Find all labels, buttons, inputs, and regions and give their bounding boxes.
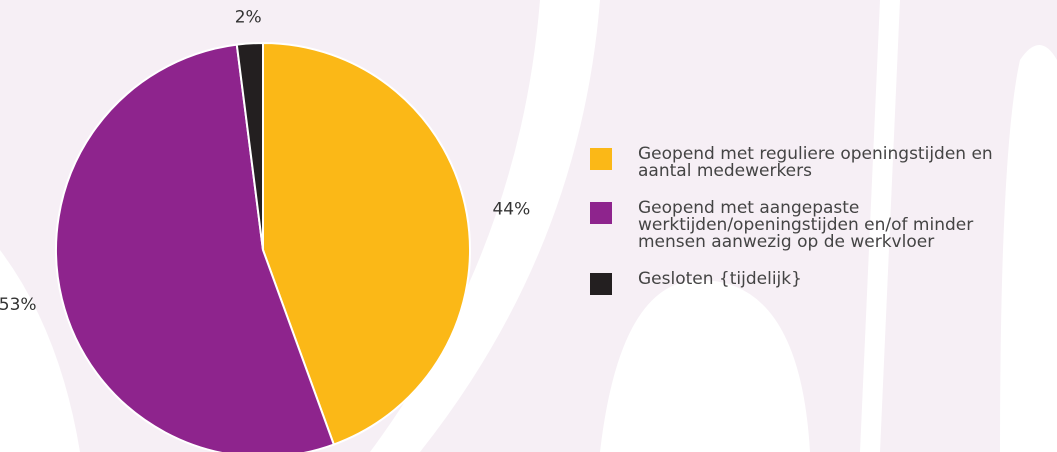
legend: Geopend met reguliere openingstijden en … — [590, 146, 1050, 315]
legend-swatch — [590, 148, 612, 170]
pie-slice — [235, 41, 264, 251]
legend-item: Geopend met aangepaste werktijden/openin… — [590, 200, 1050, 251]
legend-label: Gesloten {tijdelijk} — [638, 269, 802, 289]
pie-slice — [55, 43, 336, 452]
legend-label: Geopend met aangepaste werktijden/openin… — [638, 198, 974, 252]
legend-item: Geopend met reguliere openingstijden en … — [590, 146, 1050, 180]
legend-swatch — [590, 202, 612, 224]
data-label: 53% — [0, 295, 37, 315]
data-label: 44% — [492, 200, 530, 220]
legend-item: Gesloten {tijdelijk} — [590, 271, 1050, 295]
pie-slice — [262, 41, 471, 446]
legend-swatch — [590, 273, 612, 295]
data-label: 2% — [235, 7, 262, 27]
legend-label: Geopend met reguliere openingstijden en … — [638, 144, 993, 181]
pie: 44% 53% 2% — [0, 7, 530, 452]
